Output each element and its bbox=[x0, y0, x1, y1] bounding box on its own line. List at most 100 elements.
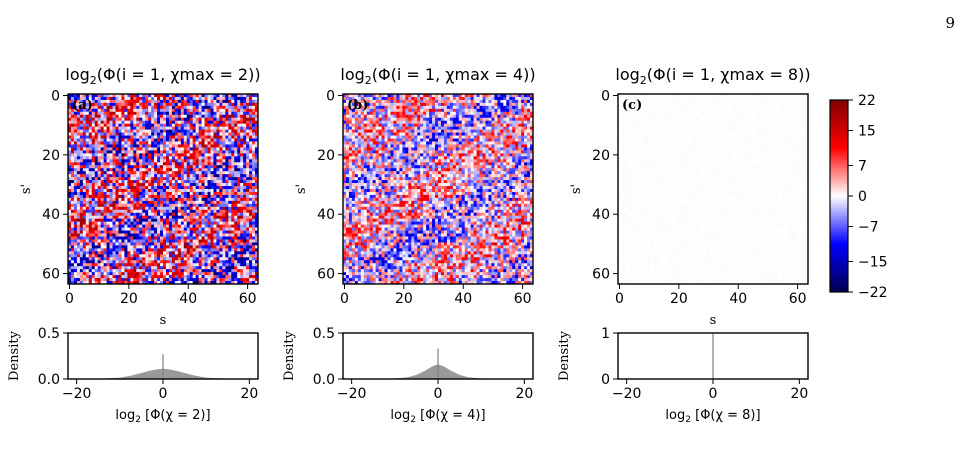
heatmap-cell bbox=[160, 260, 164, 264]
heatmap-cell bbox=[165, 99, 170, 104]
heatmap-cell bbox=[243, 94, 247, 98]
heatmap-cell bbox=[396, 94, 400, 98]
heatmap-cell bbox=[70, 266, 75, 270]
heatmap-cell bbox=[163, 141, 167, 145]
heatmap-cell bbox=[219, 135, 223, 139]
heatmap-cell bbox=[103, 260, 107, 264]
heatmap-cell bbox=[225, 209, 229, 214]
heatmap-cell bbox=[85, 263, 90, 267]
heatmap-cell bbox=[154, 153, 158, 157]
heatmap-cell bbox=[455, 96, 460, 101]
heatmap-cell bbox=[79, 206, 84, 211]
heatmap-cell bbox=[249, 126, 253, 130]
heatmap-cell bbox=[100, 117, 104, 122]
heatmap-cell bbox=[384, 117, 388, 122]
heatmap-cell bbox=[76, 177, 81, 181]
heatmap-cell bbox=[449, 99, 454, 104]
heatmap-cell bbox=[94, 102, 98, 107]
heatmap-cell bbox=[109, 147, 113, 151]
heatmap-cell bbox=[154, 230, 158, 234]
heatmap-cell bbox=[252, 275, 256, 279]
heatmap-cell bbox=[106, 215, 110, 219]
heatmap-cell bbox=[154, 278, 158, 282]
heatmap-cell bbox=[163, 221, 167, 225]
heatmap-cell bbox=[100, 177, 104, 181]
heatmap-cell bbox=[348, 126, 353, 130]
heatmap-cell bbox=[183, 218, 188, 222]
heatmap-cell bbox=[446, 129, 451, 133]
heatmap-cell bbox=[204, 114, 208, 119]
heatmap-cell bbox=[348, 114, 353, 119]
heatmap-cell bbox=[183, 254, 188, 258]
heatmap-cell bbox=[461, 96, 466, 101]
heatmap-cell bbox=[363, 129, 368, 133]
heatmap-cell bbox=[186, 251, 191, 255]
heatmap-cell bbox=[70, 203, 75, 208]
heatmap-cell bbox=[115, 141, 119, 145]
heatmap-cell bbox=[357, 129, 362, 133]
heatmap-cell bbox=[133, 114, 137, 119]
heatmap-cell bbox=[207, 150, 211, 154]
heatmap-cell bbox=[216, 108, 220, 113]
heatmap-cell bbox=[354, 114, 359, 119]
heatmap-cell bbox=[91, 168, 96, 172]
heatmap-cell bbox=[429, 108, 433, 113]
heatmap-cell bbox=[91, 94, 96, 98]
heatmap-cell bbox=[73, 94, 78, 98]
heatmap-cell bbox=[198, 242, 202, 246]
heatmap-cell bbox=[231, 194, 235, 199]
heatmap-cell bbox=[228, 272, 232, 276]
heatmap-cell bbox=[216, 135, 220, 139]
heatmap-cell bbox=[512, 129, 516, 133]
heatmap-cell bbox=[195, 94, 199, 98]
heatmap-cell bbox=[521, 117, 525, 122]
heatmap-cell bbox=[112, 230, 116, 234]
heatmap-cell bbox=[201, 215, 205, 219]
heatmap-cell bbox=[171, 209, 176, 214]
heatmap-cell bbox=[243, 177, 247, 181]
heatmap-cell bbox=[246, 126, 250, 130]
heatmap-cell bbox=[207, 236, 211, 240]
x-tick-label: 0 bbox=[65, 291, 74, 307]
heatmap-cell bbox=[231, 221, 235, 225]
heatmap-cell bbox=[121, 111, 125, 116]
heatmap-cell bbox=[118, 281, 122, 285]
heatmap-cell bbox=[521, 108, 525, 113]
x-tick-label: 20 bbox=[120, 291, 138, 307]
heatmap-cell bbox=[82, 218, 87, 222]
heatmap-cell bbox=[243, 117, 247, 122]
heatmap-cell bbox=[399, 99, 403, 104]
heatmap-cell bbox=[139, 147, 143, 151]
heatmap-cell bbox=[73, 263, 78, 267]
heatmap-cell bbox=[68, 99, 72, 104]
heatmap-cell bbox=[154, 126, 158, 130]
heatmap-cell bbox=[94, 96, 98, 101]
heatmap-cell bbox=[249, 102, 253, 107]
heatmap-cell bbox=[73, 150, 78, 154]
heatmap-cell bbox=[97, 242, 101, 246]
heatmap-cell bbox=[213, 189, 217, 193]
heatmap-cell bbox=[142, 180, 146, 184]
heatmap-cell bbox=[192, 96, 196, 101]
heatmap-cell bbox=[411, 120, 415, 124]
heatmap-cell bbox=[246, 263, 250, 267]
heatmap-cell bbox=[408, 120, 412, 124]
heatmap-cell bbox=[449, 114, 454, 119]
heatmap-cell bbox=[473, 129, 477, 133]
heatmap-cell bbox=[151, 191, 155, 196]
heatmap-cell bbox=[133, 117, 137, 122]
heatmap-cell bbox=[369, 105, 373, 110]
heatmap-cell bbox=[76, 257, 81, 261]
heatmap-cell bbox=[231, 206, 235, 211]
heatmap-cell bbox=[157, 129, 161, 133]
heatmap-cell bbox=[94, 147, 98, 151]
heatmap-cell bbox=[97, 189, 101, 193]
heatmap-cell bbox=[237, 260, 241, 264]
heatmap-cell bbox=[73, 180, 78, 184]
heatmap-cell bbox=[192, 227, 196, 231]
heatmap-cell bbox=[207, 162, 211, 166]
heatmap-cell bbox=[121, 150, 125, 154]
heatmap-cell bbox=[145, 144, 149, 148]
heatmap-cell bbox=[76, 239, 81, 243]
heatmap-cell bbox=[97, 114, 101, 119]
